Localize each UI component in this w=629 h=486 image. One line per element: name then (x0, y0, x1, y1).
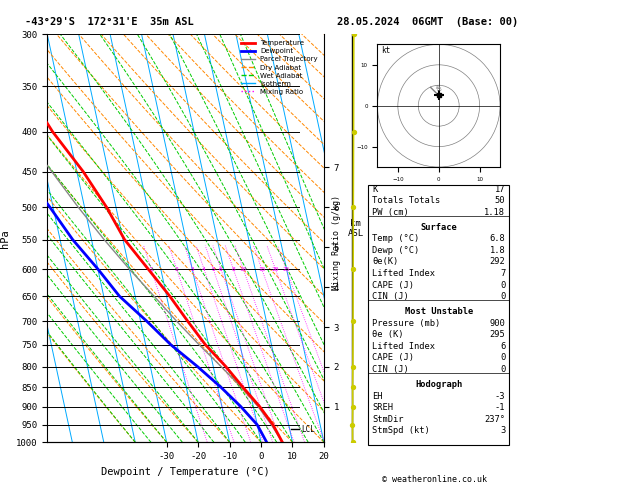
Text: 0: 0 (500, 280, 505, 290)
Text: 17: 17 (495, 185, 505, 194)
Legend: Temperature, Dewpoint, Parcel Trajectory, Dry Adiabat, Wet Adiabat, Isotherm, Mi: Temperature, Dewpoint, Parcel Trajectory… (238, 37, 320, 98)
Text: Lifted Index: Lifted Index (372, 269, 435, 278)
Point (348, 363, 358, 370)
Text: 7: 7 (500, 269, 505, 278)
Text: -43°29'S  172°31'E  35m ASL: -43°29'S 172°31'E 35m ASL (25, 17, 194, 27)
Text: 2: 2 (175, 266, 179, 272)
Text: Surface: Surface (420, 223, 457, 232)
Y-axis label: hPa: hPa (1, 229, 11, 247)
Text: 4: 4 (202, 266, 206, 272)
Text: Pressure (mb): Pressure (mb) (372, 319, 440, 328)
Text: -3: -3 (495, 392, 505, 400)
Text: CAPE (J): CAPE (J) (372, 280, 415, 290)
Point (348, 128, 359, 136)
Text: 0: 0 (500, 353, 505, 363)
Text: 10: 10 (240, 266, 247, 272)
Text: © weatheronline.co.uk: © weatheronline.co.uk (382, 474, 486, 484)
Point (348, 317, 358, 325)
Text: θe(K): θe(K) (372, 258, 398, 266)
Text: EH: EH (372, 392, 382, 400)
Point (348, 265, 358, 273)
Text: 0: 0 (500, 365, 505, 374)
Text: LCL: LCL (301, 425, 315, 434)
Text: 85: 85 (437, 87, 442, 92)
Text: 15: 15 (258, 266, 265, 272)
Y-axis label: km
ASL: km ASL (348, 219, 364, 238)
Text: PW (cm): PW (cm) (372, 208, 409, 217)
Text: SREH: SREH (372, 403, 393, 412)
Text: CAPE (J): CAPE (J) (372, 353, 415, 363)
Text: CIN (J): CIN (J) (372, 292, 409, 301)
Point (348, 30, 359, 38)
Point (348, 438, 358, 446)
Text: Mixing Ratio (g/kg): Mixing Ratio (g/kg) (332, 195, 341, 291)
Text: StmSpd (kt): StmSpd (kt) (372, 426, 430, 435)
Text: 6.8: 6.8 (489, 234, 505, 243)
Point (348, 383, 358, 391)
Text: 237°: 237° (484, 415, 505, 424)
Text: StmDir: StmDir (372, 415, 404, 424)
Text: K: K (372, 185, 377, 194)
Text: 20: 20 (272, 266, 279, 272)
Text: 900: 900 (489, 319, 505, 328)
Point (348, 402, 358, 410)
Text: 0: 0 (500, 292, 505, 301)
Text: 25: 25 (282, 266, 290, 272)
Text: 3: 3 (500, 426, 505, 435)
Text: 3: 3 (191, 266, 194, 272)
Text: 28.05.2024  06GMT  (Base: 00): 28.05.2024 06GMT (Base: 00) (337, 17, 518, 27)
Text: 1.18: 1.18 (484, 208, 505, 217)
Text: 6: 6 (219, 266, 223, 272)
Text: kt: kt (381, 46, 391, 54)
Text: 8: 8 (231, 266, 235, 272)
Text: Most Unstable: Most Unstable (404, 307, 473, 316)
Text: Lifted Index: Lifted Index (372, 342, 435, 351)
Text: CIN (J): CIN (J) (372, 365, 409, 374)
X-axis label: Dewpoint / Temperature (°C): Dewpoint / Temperature (°C) (101, 467, 270, 477)
Text: Temp (°C): Temp (°C) (372, 234, 420, 243)
Point (347, 421, 357, 429)
Text: Hodograph: Hodograph (415, 380, 462, 389)
Text: θe (K): θe (K) (372, 330, 404, 339)
Text: 5: 5 (211, 266, 215, 272)
Text: 292: 292 (489, 258, 505, 266)
Text: 70: 70 (435, 86, 440, 90)
Text: 50: 50 (495, 196, 505, 205)
Text: 1.8: 1.8 (489, 246, 505, 255)
Text: Totals Totals: Totals Totals (372, 196, 440, 205)
Text: Dewp (°C): Dewp (°C) (372, 246, 420, 255)
Point (348, 203, 359, 211)
Text: -1: -1 (495, 403, 505, 412)
Text: 6: 6 (500, 342, 505, 351)
Text: 1: 1 (149, 266, 153, 272)
Text: 295: 295 (489, 330, 505, 339)
